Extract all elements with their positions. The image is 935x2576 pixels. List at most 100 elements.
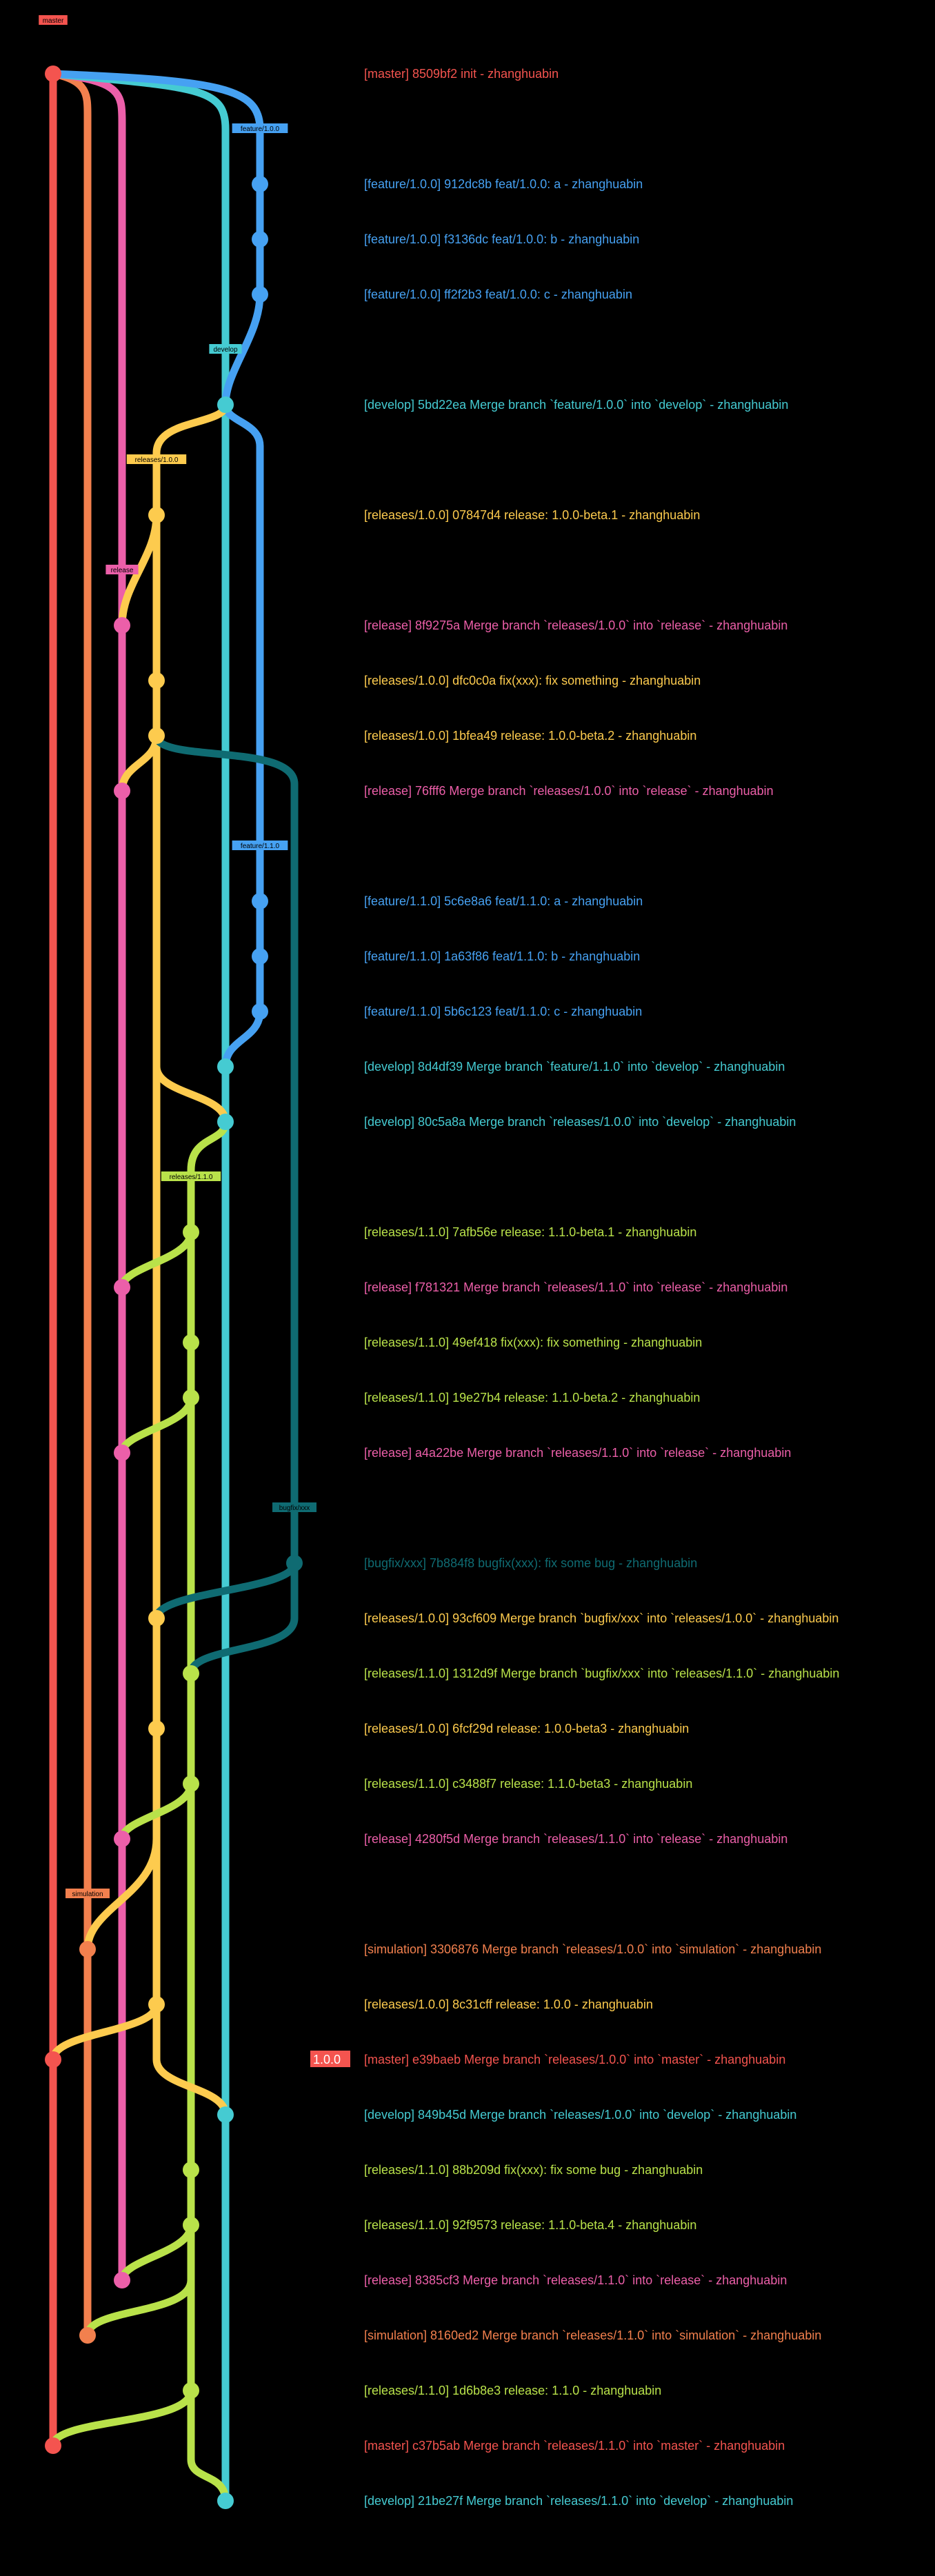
bugfix-merge-rel110 <box>187 1559 299 1678</box>
commit-dot[interactable] <box>183 1334 199 1351</box>
commit-label: [simulation] 8160ed2 Merge branch `relea… <box>364 2328 821 2342</box>
rel100-merge-develop-1 <box>152 1063 230 1126</box>
commit-dot[interactable] <box>217 2493 234 2509</box>
commit-dot[interactable] <box>148 1720 165 1737</box>
commit-label: [releases/1.0.0] 93cf609 Merge branch `b… <box>364 1611 838 1625</box>
commit-dot[interactable] <box>183 2162 199 2178</box>
commit-dot[interactable] <box>217 2106 234 2123</box>
commit-dot[interactable] <box>183 1389 199 1406</box>
commit-label: [release] 76fff6 Merge branch `releases/… <box>364 784 774 798</box>
commit-dot[interactable] <box>252 948 268 965</box>
rel110-merge-release-4 <box>118 2221 195 2284</box>
commit-dot[interactable] <box>114 1831 130 1847</box>
commit-label: [develop] 849b45d Merge branch `releases… <box>364 2108 796 2122</box>
branch-tags: 1.0.0 master feature/1.0.0 develop releases/… <box>39 15 350 2067</box>
branch-tag <box>105 565 139 574</box>
branch-tag-label: feature/1.1.0 <box>241 843 280 850</box>
rel100-merge-master <box>49 2000 161 2064</box>
bugfix-line <box>152 732 299 1567</box>
commit-label: [releases/1.1.0] 1d6b8e3 release: 1.1.0 … <box>364 2384 661 2397</box>
commit-dot[interactable] <box>114 617 130 634</box>
commit-label: [release] 8f9275a Merge branch `releases… <box>364 618 787 632</box>
commit-dot[interactable] <box>217 1058 234 1075</box>
develop-line <box>49 70 230 2505</box>
commit-dot[interactable] <box>252 231 268 248</box>
commit-dot[interactable] <box>252 286 268 303</box>
commit-label: [releases/1.1.0] 7afb56e release: 1.1.0-… <box>364 1225 696 1239</box>
commit-dot[interactable] <box>183 1224 199 1240</box>
branch-tag <box>39 15 68 25</box>
commit-labels: [master] 8509bf2 init - zhanghuabin [feat… <box>364 67 839 2508</box>
commit-label: [releases/1.0.0] 07847d4 release: 1.0.0-… <box>364 508 700 522</box>
commit-dot[interactable] <box>79 1941 96 1958</box>
commit-label: [releases/1.1.0] 88b209d fix(xxx): fix s… <box>364 2163 703 2177</box>
commit-label: [master] 8509bf2 init - zhanghuabin <box>364 67 559 81</box>
branch-tag <box>209 344 242 354</box>
commit-dot[interactable] <box>252 1003 268 1020</box>
commit-dot[interactable] <box>183 2382 199 2399</box>
rel110-merge-simulation <box>83 2221 195 2339</box>
version-tag-label: 1.0.0 <box>313 2053 341 2066</box>
rel110-merge-master <box>49 2386 195 2450</box>
commit-label: [master] e39baeb Merge branch `releases/… <box>364 2053 785 2066</box>
commit-label: [releases/1.1.0] 19e27b4 release: 1.1.0-… <box>364 1391 700 1405</box>
commit-dot[interactable] <box>183 1665 199 1682</box>
commit-dot[interactable] <box>45 66 61 82</box>
commit-label: [bugfix/xxx] 7b884f8 bugfix(xxx): fix so… <box>364 1556 697 1570</box>
branch-tag <box>161 1171 221 1181</box>
feature-100-line <box>49 70 264 409</box>
commit-dot[interactable] <box>148 1996 165 2013</box>
commit-label: [simulation] 3306876 Merge branch `relea… <box>364 1942 821 1956</box>
branch-tag-label: simulation <box>72 1891 103 1898</box>
commit-dot[interactable] <box>183 2217 199 2233</box>
rel100-merge-release-1 <box>118 511 161 630</box>
rel100-merge-release-2 <box>118 732 161 795</box>
commit-label: [feature/1.1.0] 5c6e8a6 feat/1.1.0: a - … <box>364 894 643 908</box>
commit-label: [feature/1.0.0] f3136dc feat/1.0.0: b - … <box>364 232 639 246</box>
branch-tag <box>66 1889 110 1898</box>
commit-label: [releases/1.1.0] c3488f7 release: 1.1.0-… <box>364 1777 692 1791</box>
commit-dot[interactable] <box>252 893 268 909</box>
commit-label: [releases/1.1.0] 1312d9f Merge branch `b… <box>364 1667 839 1680</box>
commit-dot[interactable] <box>79 2327 96 2344</box>
rel100-merge-simulation <box>83 1835 161 1953</box>
commit-dot[interactable] <box>148 727 165 744</box>
commit-dot[interactable] <box>252 176 268 192</box>
commit-dot[interactable] <box>148 1610 165 1627</box>
version-tag <box>310 2051 350 2067</box>
commit-label: [release] 4280f5d Merge branch `releases… <box>364 1832 787 1846</box>
branch-tag-label: master <box>43 17 64 25</box>
commit-label: [releases/1.0.0] 1bfea49 release: 1.0.0-… <box>364 729 696 743</box>
simulation-line <box>49 70 92 2339</box>
commit-dot[interactable] <box>45 2437 61 2454</box>
commit-label: [develop] 8d4df39 Merge branch `feature/… <box>364 1060 785 1074</box>
commit-label: [develop] 21be27f Merge branch `releases… <box>364 2494 793 2508</box>
commit-dot[interactable] <box>217 1114 234 1130</box>
commit-dot[interactable] <box>114 1279 130 1296</box>
commit-dot[interactable] <box>183 1775 199 1792</box>
branch-tag-label: releases/1.1.0 <box>170 1174 213 1181</box>
commit-label: [release] f781321 Merge branch `releases… <box>364 1280 787 1294</box>
branch-tag-label: develop <box>213 346 237 354</box>
branch-tag-label: release <box>111 567 134 574</box>
commit-dot[interactable] <box>114 2272 130 2288</box>
branch-tag <box>272 1502 316 1512</box>
bugfix-merge-rel100 <box>152 1559 299 1622</box>
commit-label: [feature/1.0.0] ff2f2b3 feat/1.0.0: c - … <box>364 288 632 301</box>
commit-label: [develop] 5bd22ea Merge branch `feature/… <box>364 398 788 412</box>
branch-lines <box>49 70 299 2505</box>
commit-dot[interactable] <box>114 1445 130 1461</box>
commit-dot[interactable] <box>114 783 130 799</box>
commit-dot[interactable] <box>148 507 165 523</box>
commit-dot[interactable] <box>217 396 234 413</box>
feature-110-line <box>221 401 264 1071</box>
commit-dot[interactable] <box>45 2051 61 2068</box>
commit-dot[interactable] <box>148 672 165 689</box>
commit-label: [releases/1.0.0] dfc0c0a fix(xxx): fix s… <box>364 674 701 687</box>
branch-tag <box>126 454 187 464</box>
commit-dot[interactable] <box>286 1555 303 1571</box>
commit-label: [feature/1.0.0] 912dc8b feat/1.0.0: a - … <box>364 177 643 191</box>
commit-label: [release] 8385cf3 Merge branch `releases… <box>364 2273 787 2287</box>
commit-label: [release] a4a22be Merge branch `releases… <box>364 1446 791 1460</box>
